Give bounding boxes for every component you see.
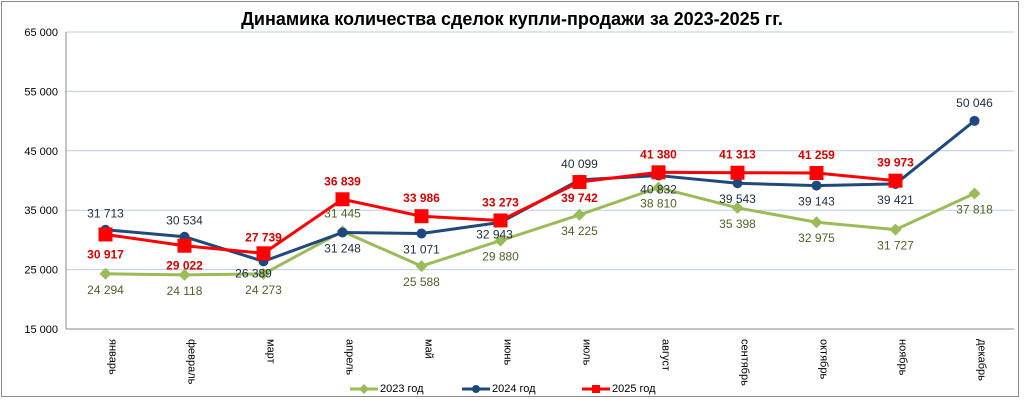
y-tick-label: 25 000 xyxy=(24,265,58,277)
data-point-circle xyxy=(969,115,980,126)
data-label: 24 118 xyxy=(167,284,203,298)
x-tick-label: апрель xyxy=(344,339,356,375)
x-tick-label: октябрь xyxy=(818,339,830,379)
data-point-square xyxy=(888,173,903,188)
y-tick-label: 45 000 xyxy=(24,146,58,158)
series-line-2024-год xyxy=(105,119,976,263)
data-point-square xyxy=(177,238,192,253)
data-point-diamond xyxy=(257,267,270,280)
data-point-diamond xyxy=(99,267,112,280)
data-point-square xyxy=(809,166,824,181)
chart-frame xyxy=(1,1,1019,397)
data-point-diamond xyxy=(573,208,586,221)
legend-item: 2025 год xyxy=(582,383,656,395)
data-point-square xyxy=(335,192,350,207)
legend-swatch xyxy=(350,383,378,395)
data-point-diamond xyxy=(968,187,981,200)
data-label: 34 225 xyxy=(561,224,598,238)
data-label: 35 398 xyxy=(719,217,756,231)
data-label: 24 273 xyxy=(245,283,282,297)
data-point-diamond xyxy=(889,223,902,236)
data-label: 37 818 xyxy=(956,202,993,216)
data-label: 30 917 xyxy=(87,247,124,261)
data-label: 41 259 xyxy=(798,148,835,162)
data-label: 29 880 xyxy=(482,250,519,264)
x-tick-label: июнь xyxy=(502,339,514,365)
data-point-diamond xyxy=(731,201,744,214)
data-label: 30 534 xyxy=(166,214,203,228)
data-label: 36 839 xyxy=(324,174,361,188)
legend-item: 2024 год xyxy=(462,383,536,395)
x-tick-label: сентябрь xyxy=(739,339,751,386)
data-point-square xyxy=(493,213,508,228)
data-label: 39 543 xyxy=(719,192,756,206)
data-label: 41 313 xyxy=(719,148,756,162)
data-label: 32 943 xyxy=(476,227,513,241)
data-point-diamond xyxy=(494,234,507,247)
data-point-diamond xyxy=(178,268,191,281)
data-label: 31 445 xyxy=(324,206,361,220)
data-label: 31 713 xyxy=(87,207,124,221)
data-point-circle xyxy=(811,180,822,191)
data-label: 39 742 xyxy=(561,191,598,205)
x-tick-label: январь xyxy=(107,339,119,375)
data-label: 26 389 xyxy=(235,266,272,280)
data-point-square xyxy=(256,246,271,261)
data-label: 33 986 xyxy=(403,191,440,205)
series-line-2023-год xyxy=(105,186,976,277)
y-tick-label: 35 000 xyxy=(24,205,58,217)
data-point-square xyxy=(98,227,113,242)
legend-swatch xyxy=(462,383,490,395)
data-label: 39 973 xyxy=(877,156,914,170)
data-label: 39 421 xyxy=(877,193,914,207)
data-label: 40 832 xyxy=(640,183,677,197)
data-point-circle xyxy=(732,178,743,189)
data-label: 33 273 xyxy=(482,195,519,209)
data-point-square xyxy=(572,175,587,190)
legend-swatch xyxy=(582,383,610,395)
data-label: 31 248 xyxy=(324,241,361,255)
x-tick-label: май xyxy=(423,339,435,359)
x-tick-label: август xyxy=(660,339,672,371)
data-label: 38 810 xyxy=(640,197,677,211)
data-label: 24 294 xyxy=(87,283,124,297)
x-tick-label: июль xyxy=(581,339,593,366)
data-label: 40 099 xyxy=(561,157,598,171)
data-point-square xyxy=(414,209,429,224)
data-label: 41 380 xyxy=(640,147,677,161)
chart-title: Динамика количества сделок купли-продажи… xyxy=(241,9,783,29)
x-tick-label: март xyxy=(265,339,277,364)
data-label: 29 022 xyxy=(166,259,203,273)
y-tick-label: 65 000 xyxy=(24,27,58,39)
legend-label: 2023 год xyxy=(380,383,424,395)
x-tick-label: февраль xyxy=(186,339,198,385)
data-point-square xyxy=(651,165,666,180)
y-tick-label: 55 000 xyxy=(24,86,58,98)
legend-label: 2024 год xyxy=(492,383,536,395)
legend-item: 2023 год xyxy=(350,383,424,395)
data-label: 39 143 xyxy=(798,195,835,209)
data-label: 32 975 xyxy=(798,231,835,245)
data-label: 50 046 xyxy=(956,96,993,110)
data-label: 27 739 xyxy=(245,230,282,244)
data-point-diamond xyxy=(415,260,428,273)
x-tick-label: ноябрь xyxy=(897,339,909,376)
y-tick-label: 15 000 xyxy=(24,324,58,336)
x-tick-label: декабрь xyxy=(976,339,988,381)
data-point-circle xyxy=(416,228,427,239)
data-point-square xyxy=(730,165,745,180)
data-label: 31 727 xyxy=(877,239,914,253)
data-point-diamond xyxy=(810,216,823,229)
legend-label: 2025 год xyxy=(612,383,656,395)
data-point-circle xyxy=(337,227,348,238)
data-label: 25 588 xyxy=(403,275,440,289)
data-label: 31 071 xyxy=(403,243,440,257)
data-point-diamond xyxy=(652,181,665,194)
